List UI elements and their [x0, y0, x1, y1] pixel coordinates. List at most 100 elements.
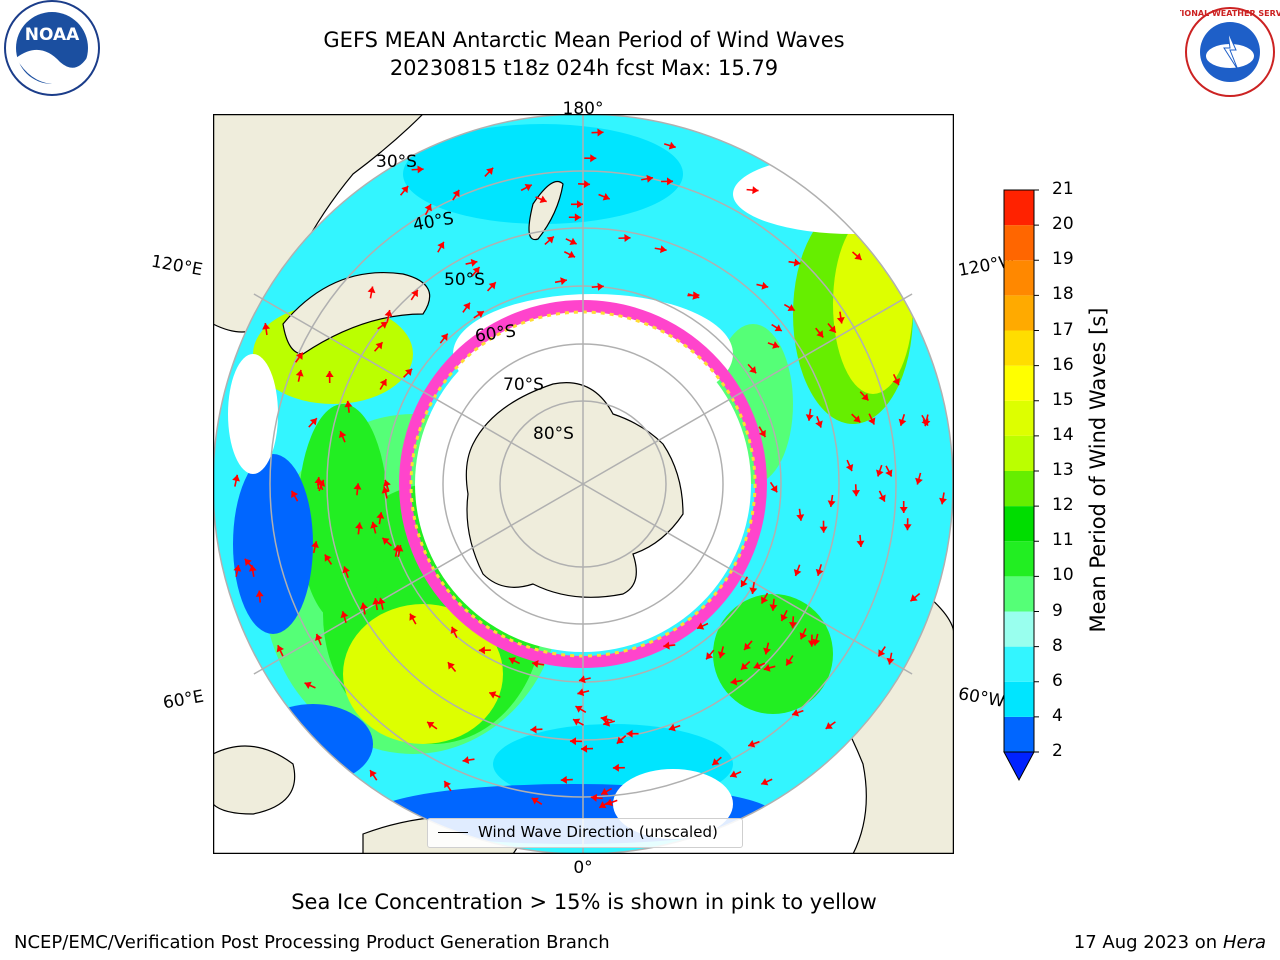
direction-arrow: [591, 282, 604, 291]
direction-arrow: [600, 715, 613, 724]
direction-arrow: [730, 677, 743, 686]
meridian-line: [582, 293, 913, 485]
nws-logo: NATIONAL WEATHER SERVICE: [1180, 7, 1280, 97]
colorbar-bin: [1004, 365, 1034, 401]
direction-arrow: [376, 512, 385, 525]
direction-arrow: [426, 721, 438, 730]
direction-arrow: [616, 735, 627, 745]
colorbar-tick-label: 21: [1052, 179, 1074, 199]
map-panel: [212, 104, 955, 864]
colorbar-label: Mean Period of Wind Waves [s]: [1086, 307, 1110, 633]
direction-arrow: [845, 459, 854, 472]
direction-arrow: [486, 281, 497, 292]
direction-arrow: [290, 490, 299, 502]
map-legend: Wind Wave Direction (unscaled): [427, 818, 743, 848]
direction-arrow: [663, 641, 676, 650]
direction-arrow: [590, 793, 603, 802]
direction-arrow: [478, 646, 491, 655]
colorbar-bin: [1004, 190, 1034, 226]
direction-arrow: [244, 558, 254, 569]
direction-arrow: [875, 464, 884, 477]
noaa-logo: NOAA: [4, 0, 100, 96]
direction-arrow: [403, 368, 413, 378]
direction-arrow: [308, 417, 318, 428]
direction-arrow: [740, 660, 751, 671]
colorbar-tick-label: 13: [1052, 460, 1074, 480]
direction-arrow: [424, 203, 432, 216]
colorbar-tick-label: 9: [1052, 600, 1063, 621]
lon-label-120e: 120°E: [149, 251, 205, 281]
colorbar-tick-label: 11: [1052, 530, 1074, 551]
direction-arrow: [324, 554, 333, 565]
direction-arrow: [314, 477, 323, 490]
direction-arrow: [796, 508, 805, 521]
direction-arrow: [758, 426, 767, 438]
direction-arrow: [410, 289, 419, 301]
direction-arrow: [805, 408, 814, 421]
wind-wave-arrows: [232, 128, 947, 809]
direction-arrow: [827, 322, 837, 334]
direction-arrow: [819, 520, 828, 533]
chart-subtitle: 20230815 t18z 024h fcst Max: 15.79: [389, 56, 779, 80]
direction-arrow: [605, 798, 618, 807]
direction-arrow: [743, 640, 753, 651]
direction-arrow: [868, 413, 876, 425]
lon-label-60e: 60°E: [161, 686, 206, 714]
colorbar-bin: [1004, 576, 1034, 612]
direction-arrow: [740, 576, 749, 588]
colorbar-tick-label: 8: [1052, 635, 1063, 656]
direction-arrow: [520, 184, 533, 192]
direction-arrow: [812, 633, 821, 646]
direction-arrow: [473, 310, 485, 319]
direction-arrow: [342, 566, 350, 579]
direction-arrow: [825, 721, 836, 730]
direction-arrow: [359, 602, 368, 615]
direction-arrow: [462, 302, 471, 313]
direction-arrow: [915, 472, 923, 485]
lat-label-70s: 70°S: [503, 375, 544, 395]
direction-arrow: [295, 352, 304, 363]
direction-arrow: [578, 675, 591, 684]
direction-arrow: [885, 465, 893, 477]
direction-arrow: [793, 564, 802, 577]
direction-arrow: [600, 787, 613, 796]
direction-arrow: [560, 775, 573, 784]
footer-branch: NCEP/EMC/Verification Post Processing Pr…: [14, 932, 610, 953]
colorbar-under-triangle: [1003, 751, 1035, 782]
direction-arrow: [903, 518, 912, 531]
direction-arrow: [836, 311, 845, 324]
direction-arrow: [369, 769, 378, 781]
direction-arrow: [856, 534, 865, 547]
direction-arrow: [909, 592, 921, 602]
direction-arrow: [372, 598, 381, 611]
direction-arrow: [577, 688, 590, 697]
direction-arrow: [544, 235, 555, 246]
direction-arrow: [450, 626, 458, 639]
direction-arrow: [767, 341, 780, 349]
direction-arrow: [276, 644, 284, 657]
colorbar-tick-label: 14: [1052, 424, 1074, 445]
direction-arrow: [788, 616, 797, 629]
direction-arrow: [705, 649, 715, 660]
antarctica: [465, 382, 684, 598]
direction-arrow: [437, 241, 445, 253]
direction-arrow: [373, 341, 384, 352]
colorbar-bin: [1004, 225, 1034, 261]
direction-arrow: [578, 180, 591, 189]
direction-arrow: [484, 167, 494, 177]
direction-arrow: [383, 479, 391, 492]
direction-arrow: [783, 303, 796, 312]
colorbar-bin: [1004, 400, 1034, 436]
direction-arrow: [815, 564, 824, 577]
direction-arrow: [641, 174, 654, 183]
colorbar-tick-label: 17: [1052, 319, 1074, 340]
colorbar-tick-label: 19: [1052, 249, 1074, 270]
direction-arrow: [325, 370, 334, 383]
direction-arrow: [568, 213, 581, 222]
lat-label-30s: 30°S: [376, 152, 417, 172]
direction-arrow: [584, 154, 597, 163]
colorbar-bin: [1004, 541, 1034, 577]
direction-arrow: [571, 200, 584, 209]
colorbar-tick-label: 6: [1052, 670, 1063, 691]
colorbar-tick-label: 12: [1052, 495, 1074, 516]
